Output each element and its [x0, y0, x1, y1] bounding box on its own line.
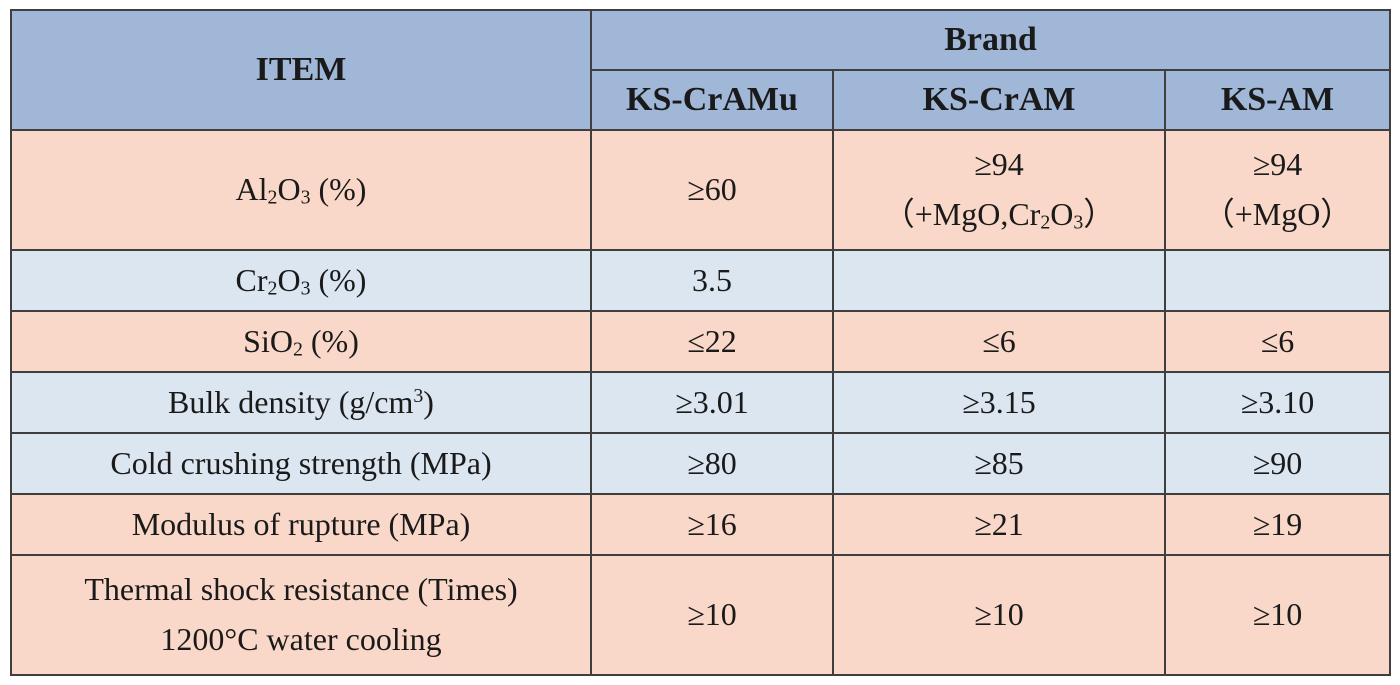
- value-cell: ≥10: [590, 554, 834, 676]
- value-cell: ≥90: [1164, 432, 1391, 495]
- spec-table: ITEM Brand KS-CrAMu KS-CrAM KS-AM Al2O3 …: [10, 9, 1391, 676]
- table-row: SiO2 (%) ≤22 ≤6 ≤6: [10, 310, 1391, 373]
- value-cell: ≥19: [1164, 493, 1391, 556]
- header-row-brands: KS-CrAMu KS-CrAM KS-AM: [11, 69, 1391, 131]
- brand-header: Brand: [590, 9, 1391, 71]
- value-cell: [1164, 249, 1391, 312]
- item-header: ITEM: [10, 9, 592, 131]
- brand-ks-cram: KS-CrAM: [832, 69, 1166, 131]
- table-row: Cr2O3 (%) 3.5: [10, 249, 1391, 312]
- value-cell: ≥3.01: [590, 371, 834, 434]
- value-cell: ≥10: [832, 554, 1166, 676]
- table-row: Modulus of rupture (MPa) ≥16 ≥21 ≥19: [10, 493, 1391, 556]
- item-cell: Bulk density (g/cm3): [10, 371, 592, 434]
- value-cell: ≥94 （+MgO,Cr2O3）: [832, 129, 1166, 251]
- item-cell: Modulus of rupture (MPa): [10, 493, 592, 556]
- value-cell: ≥21: [832, 493, 1166, 556]
- value-cell: ≤22: [590, 310, 834, 373]
- item-cell: Cold crushing strength (MPa): [10, 432, 592, 495]
- value-cell: ≥85: [832, 432, 1166, 495]
- value-cell: ≥80: [590, 432, 834, 495]
- value-cell: ≥3.15: [832, 371, 1166, 434]
- value-cell: ≥60: [590, 129, 834, 251]
- value-cell: ≥16: [590, 493, 834, 556]
- item-cell: Al2O3 (%): [10, 129, 592, 251]
- item-cell: Cr2O3 (%): [10, 249, 592, 312]
- value-cell: ≤6: [1164, 310, 1391, 373]
- table-row: Al2O3 (%) ≥60 ≥94 （+MgO,Cr2O3） ≥94 （+MgO…: [10, 129, 1391, 251]
- value-cell: ≥94 （+MgO）: [1164, 129, 1391, 251]
- item-cell: Thermal shock resistance (Times) 1200°C …: [10, 554, 592, 676]
- brand-ks-cramu: KS-CrAMu: [590, 69, 834, 131]
- value-cell: ≤6: [832, 310, 1166, 373]
- value-cell: ≥3.10: [1164, 371, 1391, 434]
- value-cell: 3.5: [590, 249, 834, 312]
- value-cell: ≥10: [1164, 554, 1391, 676]
- value-cell: [832, 249, 1166, 312]
- table-row: Cold crushing strength (MPa) ≥80 ≥85 ≥90: [10, 432, 1391, 495]
- table-row: Bulk density (g/cm3) ≥3.01 ≥3.15 ≥3.10: [10, 371, 1391, 434]
- table-row: Thermal shock resistance (Times) 1200°C …: [10, 554, 1391, 676]
- item-cell: SiO2 (%): [10, 310, 592, 373]
- spec-table-container: ITEM Brand KS-CrAMu KS-CrAM KS-AM Al2O3 …: [10, 9, 1391, 676]
- header-row-top: ITEM Brand: [10, 9, 1391, 131]
- brand-ks-am: KS-AM: [1164, 69, 1391, 131]
